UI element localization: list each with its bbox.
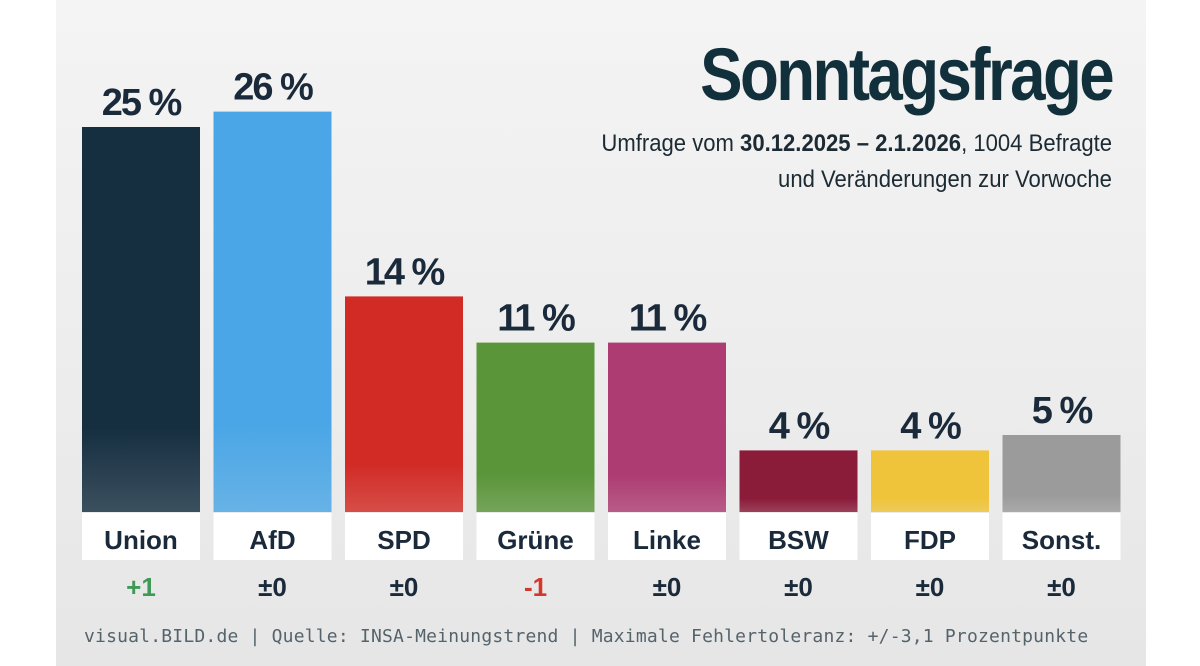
category-label-gruene: Grüne: [497, 525, 574, 555]
bar-sonst: [1002, 435, 1121, 512]
category-box-linke: [608, 513, 726, 560]
category-box-fdp: [871, 513, 989, 560]
value-label-bsw: 4 %: [769, 405, 830, 447]
change-label-linke: ±0: [653, 572, 682, 602]
change-label-sonst: ±0: [1047, 572, 1076, 602]
category-box-union: [82, 513, 200, 560]
category-label-fdp: FDP: [904, 525, 956, 555]
bar-linke: [608, 342, 726, 512]
value-label-gruene: 11 %: [497, 298, 575, 340]
category-box-gruene: [476, 513, 595, 560]
category-label-spd: SPD: [377, 525, 430, 555]
value-label-spd: 14 %: [365, 251, 445, 293]
category-box-bsw: [739, 513, 858, 560]
change-label-bsw: ±0: [784, 572, 813, 602]
bar-spd: [345, 296, 463, 512]
value-label-linke: 11 %: [629, 298, 707, 340]
category-box-spd: [345, 513, 463, 560]
source-footer: visual.BILD.de | Quelle: INSA-Meinungstr…: [84, 626, 1089, 647]
value-label-afd: 26 %: [233, 67, 313, 109]
value-label-union: 25 %: [102, 82, 182, 124]
bar-gruene: [476, 342, 595, 512]
category-label-afd: AfD: [249, 525, 295, 555]
change-label-afd: ±0: [258, 572, 287, 602]
change-label-gruene: -1: [524, 572, 547, 602]
subtitle-prefix: Umfrage vom: [601, 130, 740, 157]
bar-fdp: [871, 450, 989, 512]
category-box-sonst: [1002, 513, 1121, 560]
subtitle-suffix: , 1004 Befragte: [961, 130, 1112, 157]
bar-union: [82, 127, 200, 512]
value-label-sonst: 5 %: [1032, 390, 1093, 432]
change-label-fdp: ±0: [916, 572, 945, 602]
category-label-linke: Linke: [633, 525, 701, 555]
value-label-fdp: 4 %: [900, 405, 961, 447]
change-label-union: +1: [126, 572, 156, 602]
change-label-spd: ±0: [390, 572, 419, 602]
bar-afd: [213, 111, 332, 512]
category-label-union: Union: [104, 525, 178, 555]
subtitle-line-1: Umfrage vom 30.12.2025 – 2.1.2026, 1004 …: [601, 132, 1112, 156]
subtitle-dates: 30.12.2025 – 2.1.2026: [739, 130, 962, 157]
category-label-bsw: BSW: [768, 525, 829, 555]
subtitle-line-2: und Veränderungen zur Vorwoche: [778, 166, 1112, 193]
category-label-sonst: Sonst.: [1022, 525, 1101, 555]
category-box-afd: [213, 513, 332, 560]
bar-bsw: [739, 450, 858, 512]
chart-title: Sonntagsfrage: [699, 33, 1115, 116]
